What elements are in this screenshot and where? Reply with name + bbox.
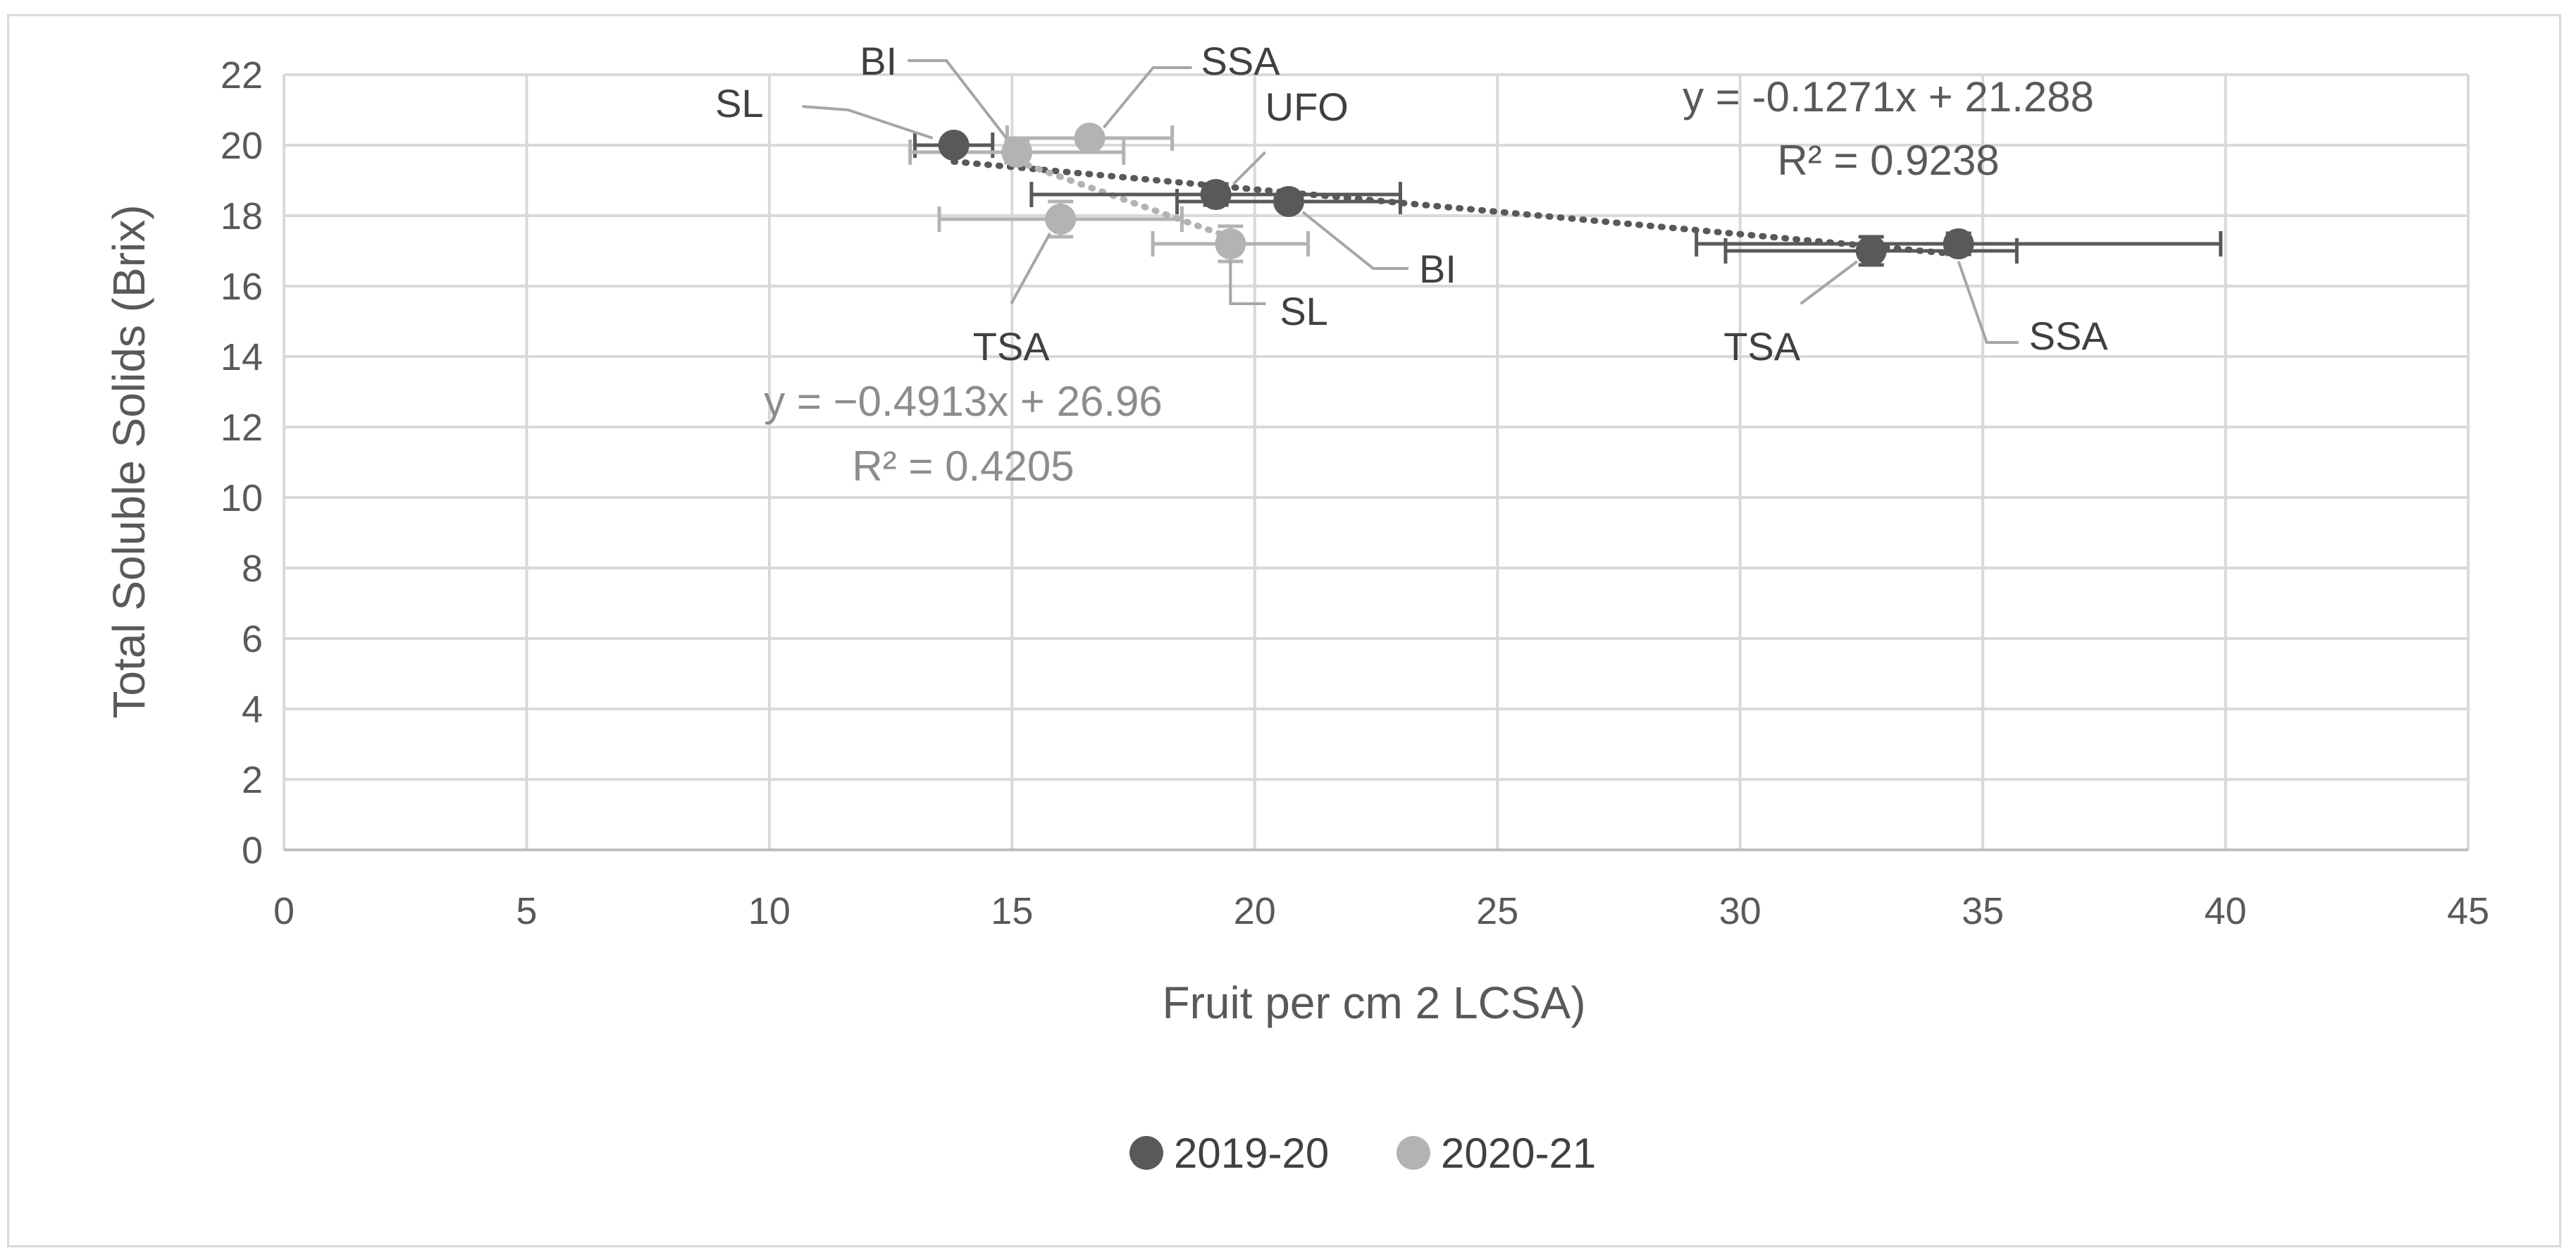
leader-line-SL xyxy=(1229,261,1266,305)
leader-line-SSA xyxy=(1103,66,1192,129)
x-tick-label: 45 xyxy=(2447,890,2489,932)
x-tick-label: 0 xyxy=(273,890,295,932)
data-point-BI xyxy=(1273,186,1304,217)
data-points xyxy=(938,123,1974,266)
trendline-r2-2019-20: R² = 0.9238 xyxy=(1777,137,1999,184)
leader-line-SL xyxy=(802,105,934,140)
x-tick-label: 5 xyxy=(516,890,537,932)
x-tick-label: 30 xyxy=(1719,890,1761,932)
y-tick-label: 22 xyxy=(221,54,263,97)
y-tick-label: 12 xyxy=(221,407,263,449)
y-tick-label: 4 xyxy=(242,688,263,731)
data-point-SL xyxy=(938,130,970,161)
point-label-SSA: SSA xyxy=(2029,314,2109,358)
data-point-TSA xyxy=(1855,235,1887,266)
data-point-SL xyxy=(1215,228,1246,259)
point-label-UFO: UFO xyxy=(1265,85,1349,129)
point-label-TSA: TSA xyxy=(973,324,1051,369)
x-tick-label: 20 xyxy=(1234,890,1276,932)
trendline-equation-2020-21: y = −0.4913x + 26.96 xyxy=(764,378,1162,425)
trendline-2020-21 xyxy=(1013,158,1234,241)
point-label-SSA: SSA xyxy=(1201,39,1281,83)
x-tick-label: 10 xyxy=(748,890,791,932)
legend-label-2020-21: 2020-21 xyxy=(1441,1130,1596,1177)
point-labels: SL UFO BI TSA SSA BI SSA TSA SL xyxy=(715,39,2108,369)
y-tick-label: 8 xyxy=(242,548,263,590)
y-tick-label: 0 xyxy=(242,829,263,872)
legend-marker-2019-20 xyxy=(1129,1136,1163,1170)
leader-line-TSA xyxy=(1800,260,1858,305)
leader-line-BI xyxy=(908,59,1008,140)
x-tick-label: 25 xyxy=(1476,890,1518,932)
point-label-BI: BI xyxy=(1419,247,1456,291)
point-label-SL: SL xyxy=(715,81,764,125)
y-axis-title: Total Soluble Solids (Brix) xyxy=(104,204,154,718)
y-tick-label: 20 xyxy=(221,125,263,167)
data-point-TSA xyxy=(1045,204,1077,235)
x-axis-title: Fruit per cm 2 LCSA) xyxy=(1162,977,1585,1028)
y-tick-label: 2 xyxy=(242,759,263,801)
tick-labels: 0 2 4 6 8 10 12 14 16 18 20 22 0 5 10 15 20 25 30 35 40 45 xyxy=(221,54,2489,932)
leader-line-SSA xyxy=(1957,261,2019,344)
leader-line-UFO xyxy=(1232,151,1267,185)
y-tick-label: 18 xyxy=(221,195,263,237)
legend-marker-2020-21 xyxy=(1397,1136,1430,1170)
label-leader-lines xyxy=(802,59,2019,344)
x-tick-label: 15 xyxy=(991,890,1033,932)
x-tick-label: 35 xyxy=(1962,890,2004,932)
trendline-r2-2020-21: R² = 0.4205 xyxy=(852,443,1074,490)
data-point-BI xyxy=(1001,137,1033,168)
data-point-SSA xyxy=(1943,228,1974,259)
data-point-SSA xyxy=(1074,123,1106,154)
point-label-SL: SL xyxy=(1280,289,1328,333)
point-label-TSA: TSA xyxy=(1723,324,1801,369)
x-tick-label: 40 xyxy=(2205,890,2247,932)
trendline-equation-2019-20: y = -0.1271x + 21.288 xyxy=(1683,73,2094,121)
trendlines xyxy=(950,158,1962,258)
y-tick-label: 14 xyxy=(221,336,263,378)
leader-line-TSA xyxy=(1010,233,1051,304)
legend-label-2019-20: 2019-20 xyxy=(1174,1130,1329,1177)
y-tick-label: 16 xyxy=(221,266,263,308)
y-tick-label: 10 xyxy=(221,477,263,519)
trendline-2019-20 xyxy=(950,158,1962,258)
data-point-UFO xyxy=(1200,179,1232,210)
chart-frame xyxy=(7,14,2561,1247)
leader-line-BI xyxy=(1301,211,1408,270)
legend: 2019-20 2020-21 xyxy=(1129,1130,1596,1177)
grid-lines xyxy=(283,73,2470,851)
point-label-BI: BI xyxy=(860,39,897,83)
y-tick-label: 6 xyxy=(242,618,263,660)
